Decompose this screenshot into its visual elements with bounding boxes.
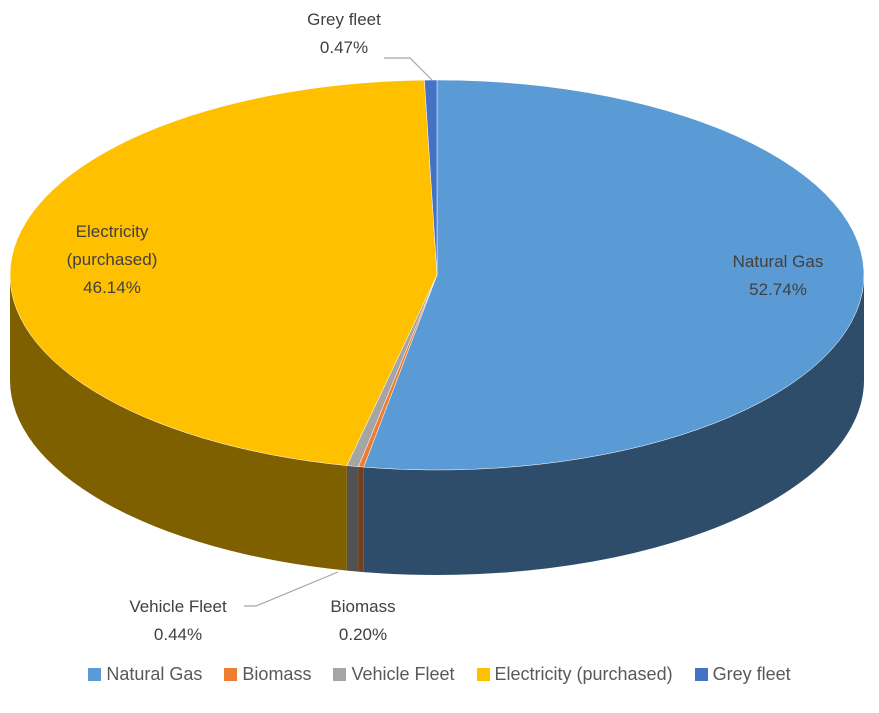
data-label-name: Electricity (purchased) [66,222,158,269]
data-label-name: Biomass [330,597,396,616]
data-label: Grey fleet 0.47% [259,6,429,62]
pie-slice [424,79,438,276]
legend: Natural Gas Biomass Vehicle Fleet Electrici… [0,664,879,685]
legend-item: Vehicle Fleet [333,664,455,685]
legend-swatch [476,668,490,681]
legend-item: Biomass [224,664,311,685]
data-label-value: 52.74% [749,280,807,299]
pie-side [10,275,347,571]
pie-slice [363,79,865,471]
data-label: Biomass 0.20% [278,593,448,649]
legend-label: Electricity (purchased) [494,664,673,684]
legend-item: Grey fleet [694,664,791,685]
pie-slice [9,79,438,466]
pie-side [346,465,359,572]
data-label-value: 0.20% [338,625,388,644]
data-label-value: 0.44% [153,625,203,644]
legend-label: Biomass [242,664,312,684]
data-label-name: Vehicle Fleet [129,597,227,616]
data-label-value: 0.47% [319,38,369,57]
data-label: Natural Gas 52.74% [693,248,863,304]
legend-label: Grey fleet [712,664,791,684]
data-label-value: 46.14% [83,278,141,297]
legend-label: Vehicle Fleet [351,664,455,684]
legend-swatch [88,668,102,681]
leader-line [244,571,339,607]
legend-label: Natural Gas [106,664,203,684]
legend-swatch [333,668,347,681]
legend-item: Electricity (purchased) [476,664,673,685]
legend-swatch [694,668,708,681]
data-label: Electricity (purchased) 46.14% [37,218,187,302]
pie-side [363,275,864,575]
pie-side [358,466,364,573]
leader-line [384,57,433,81]
data-label-name: Grey fleet [307,10,381,29]
data-label: Vehicle Fleet 0.44% [93,593,263,649]
data-label-name: Natural Gas [732,252,824,271]
legend-item: Natural Gas [88,664,202,685]
legend-swatch [224,668,238,681]
